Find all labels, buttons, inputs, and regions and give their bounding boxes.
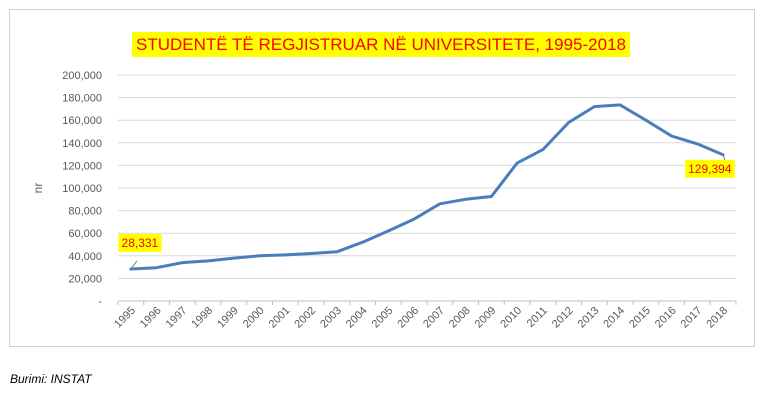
- data-label: 129,394: [688, 162, 732, 176]
- chart-frame: [9, 9, 755, 347]
- data-point: [464, 198, 467, 201]
- y-tick-label: 40,000: [68, 251, 102, 263]
- x-tick-label: 2007: [421, 305, 447, 331]
- x-tick-label: 2018: [704, 305, 730, 331]
- x-tick-label: 2003: [318, 305, 344, 331]
- x-tick-label: 2016: [653, 305, 679, 331]
- data-label-background: [685, 159, 735, 178]
- x-tick-label: 2015: [627, 305, 653, 331]
- chart-title-background: [132, 32, 630, 57]
- y-tick-label: 80,000: [68, 206, 102, 218]
- y-axis-label: nr: [31, 183, 45, 194]
- x-tick-label: 2006: [395, 305, 421, 331]
- y-tick-label: 120,000: [62, 160, 102, 172]
- data-point: [515, 161, 519, 165]
- x-tick-label: 2001: [267, 305, 293, 331]
- series-line: [129, 103, 725, 271]
- x-tick-label: 2002: [292, 305, 318, 331]
- x-tick-label: 2011: [525, 305, 550, 330]
- x-tick-label: 2000: [241, 305, 267, 331]
- data-point: [644, 119, 648, 122]
- data-point: [155, 266, 158, 269]
- data-point: [232, 256, 236, 260]
- x-tick-label: 2005: [370, 305, 396, 331]
- x-tick-label: 2017: [679, 305, 705, 331]
- x-tick-label: 1995: [112, 305, 138, 331]
- x-tick-label: 2008: [447, 305, 473, 331]
- data-point: [696, 142, 699, 146]
- y-tick-label: 100,000: [62, 183, 102, 195]
- data-point: [412, 217, 416, 221]
- data-point: [206, 259, 210, 263]
- data-point: [387, 229, 390, 233]
- y-tick-label: 160,000: [62, 115, 102, 127]
- data-point: [284, 253, 287, 257]
- source-note: Burimi: INSTAT: [10, 372, 92, 386]
- y-tick-label: 200,000: [62, 70, 102, 82]
- data-point: [438, 202, 442, 206]
- data-point: [490, 195, 493, 198]
- data-point: [181, 261, 184, 264]
- data-point: [541, 148, 545, 151]
- x-tick-label: 2012: [550, 305, 576, 331]
- data-label: 28,331: [122, 236, 159, 250]
- data-point: [361, 241, 364, 244]
- data-point: [670, 134, 673, 138]
- x-tick-label: 1999: [215, 305, 241, 331]
- y-tick-label: 60,000: [68, 228, 102, 240]
- x-tick-label: 1997: [164, 305, 190, 331]
- x-tick-label: 1996: [138, 305, 164, 331]
- y-tick-label: 140,000: [62, 138, 102, 150]
- x-tick-label: 2013: [576, 305, 602, 331]
- data-point: [618, 103, 622, 107]
- data-point: [258, 254, 261, 257]
- data-label-background: [118, 233, 162, 252]
- x-tick-label: 2004: [344, 305, 370, 331]
- chart-title: STUDENTË TË REGJISTRUAR NË UNIVERSITETE,…: [136, 35, 626, 54]
- data-point: [567, 121, 570, 124]
- x-tick-label: 2010: [498, 305, 524, 331]
- data-point: [309, 252, 313, 255]
- x-tick-label: 1998: [189, 305, 215, 331]
- x-tick-label: 2009: [473, 305, 499, 331]
- y-tick-label: 20,000: [68, 273, 102, 285]
- data-point: [335, 250, 339, 254]
- x-tick-label: 2014: [601, 305, 627, 331]
- data-label-leader: [130, 260, 138, 270]
- y-tick-label: 180,000: [62, 93, 102, 105]
- y-tick-label: -: [98, 296, 102, 308]
- data-point: [593, 105, 596, 108]
